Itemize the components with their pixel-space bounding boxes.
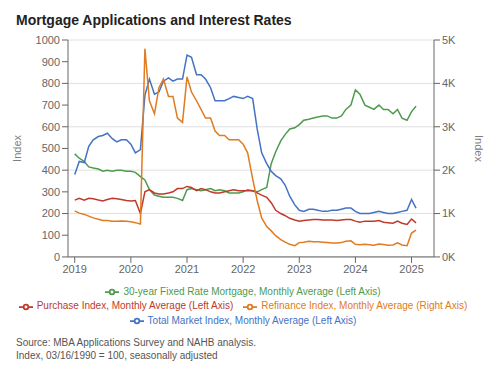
svg-text:4K: 4K	[442, 77, 456, 89]
svg-text:200: 200	[42, 207, 60, 219]
svg-text:2020: 2020	[119, 263, 143, 275]
svg-text:2022: 2022	[231, 263, 255, 275]
svg-text:700: 700	[42, 99, 60, 111]
html-text:Refinance Index, Monthly Avera: Refinance Index, Monthly Average (Right …	[261, 300, 468, 312]
svg-text:2024: 2024	[343, 263, 367, 275]
svg-text:0: 0	[54, 251, 60, 263]
html-text:Index, 03/16/1990 = 100, seaso: Index, 03/16/1990 = 100, seasonally adju…	[16, 350, 218, 361]
svg-text:2021: 2021	[175, 263, 199, 275]
svg-text:500: 500	[42, 142, 60, 154]
svg-text:400: 400	[42, 164, 60, 176]
svg-text:1000: 1000	[36, 34, 60, 46]
html-text:Total Market Index, Monthly Av: Total Market Index, Monthly Average (Lef…	[147, 314, 357, 326]
svg-text:1K: 1K	[442, 207, 456, 219]
svg-text:2023: 2023	[287, 263, 311, 275]
svg-text:800: 800	[42, 77, 60, 89]
svg-text:2K: 2K	[442, 164, 456, 176]
html-text:Source: MBA Applications Surve: Source: MBA Applications Survey and NAHB…	[16, 337, 257, 348]
html-text:30-year Fixed Rate Mortgage, M: 30-year Fixed Rate Mortgage, Monthly Ave…	[123, 285, 381, 297]
svg-text:0K: 0K	[442, 251, 456, 263]
svg-text:3K: 3K	[442, 121, 456, 133]
svg-text:Index: Index	[11, 135, 23, 162]
svg-text:2019: 2019	[62, 263, 86, 275]
svg-text:300: 300	[42, 186, 60, 198]
svg-text:5K: 5K	[442, 34, 456, 46]
svg-text:2025: 2025	[399, 263, 423, 275]
svg-text:900: 900	[42, 56, 60, 68]
svg-text:100: 100	[42, 229, 60, 241]
html-text:Mortgage Applications and Inte: Mortgage Applications and Interest Rates	[16, 12, 292, 28]
html-text:Purchase Index, Monthly Averag: Purchase Index, Monthly Average (Left Ax…	[36, 300, 234, 312]
svg-text:Index: Index	[473, 135, 485, 162]
svg-text:600: 600	[42, 121, 60, 133]
